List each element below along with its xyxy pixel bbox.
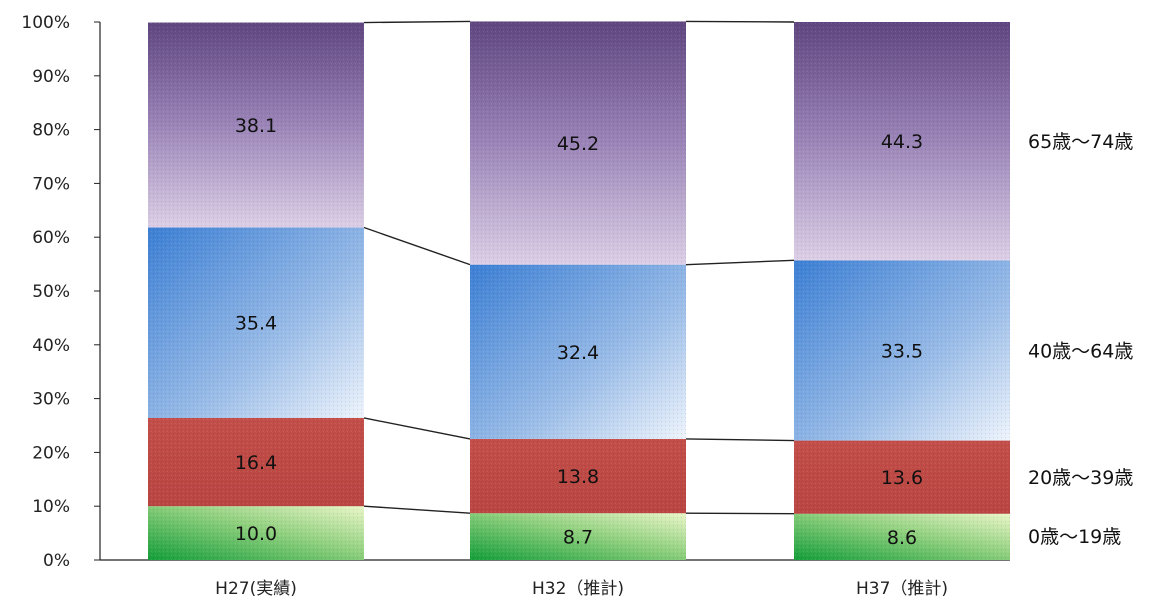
y-tick-label: 80% [32, 121, 70, 141]
bar-segment-texture [470, 513, 686, 560]
data-label: 38.1 [235, 115, 277, 137]
series-connector-line [363, 417, 471, 440]
y-tick-label: 40% [32, 336, 70, 356]
bar-segment-texture [794, 260, 1010, 441]
x-tick-label: H27(実績) [215, 579, 297, 599]
series-connector-line [685, 259, 795, 266]
data-label: 33.5 [881, 340, 923, 362]
y-tick-label: 100% [21, 13, 70, 33]
data-label: 8.6 [887, 527, 917, 549]
bar-segment-texture [148, 22, 364, 228]
series-connector-line [363, 505, 471, 514]
data-label: 45.2 [557, 133, 599, 155]
y-tick-label: 10% [32, 497, 70, 517]
bar-segment-texture [470, 21, 686, 265]
bar-segment-texture [148, 506, 364, 560]
data-label: 10.0 [235, 523, 277, 545]
legend-entry: 40歳～64歳 [1028, 340, 1133, 362]
legend-entry: 20歳～39歳 [1028, 467, 1133, 489]
bar-segment-texture [794, 440, 1010, 514]
bar-segment-texture [794, 22, 1010, 261]
data-label: 44.3 [881, 131, 923, 153]
series-connector-line [363, 226, 471, 266]
y-tick-label: 60% [32, 228, 70, 248]
y-tick-label: 50% [32, 282, 70, 302]
data-label: 13.8 [557, 466, 599, 488]
y-tick-label: 0% [43, 551, 70, 571]
bar-segment-texture [148, 417, 364, 507]
x-tick-label: H37（推計) [856, 579, 948, 599]
legend-entry: 65歳～74歳 [1028, 131, 1133, 153]
data-label: 32.4 [557, 342, 599, 364]
data-label: 35.4 [235, 313, 277, 335]
data-label: 13.6 [881, 467, 923, 489]
series-connector-line [685, 512, 795, 515]
y-tick-label: 30% [32, 390, 70, 410]
bar-segment-texture [794, 513, 1010, 560]
data-label: 8.7 [563, 527, 593, 549]
bar-segment-texture [148, 227, 364, 418]
legend-entry: 0歳～19歳 [1028, 526, 1121, 548]
data-label: 16.4 [235, 452, 277, 474]
y-tick-label: 70% [32, 174, 70, 194]
series-connector-line [685, 438, 795, 442]
y-tick-label: 90% [32, 67, 70, 87]
y-tick-label: 20% [32, 443, 70, 463]
x-tick-label: H32（推計) [532, 579, 624, 599]
bar-segment-texture [470, 264, 686, 439]
bar-segment-texture [470, 438, 686, 514]
series-connector-line [685, 20, 795, 23]
series-connector-line [363, 20, 471, 24]
